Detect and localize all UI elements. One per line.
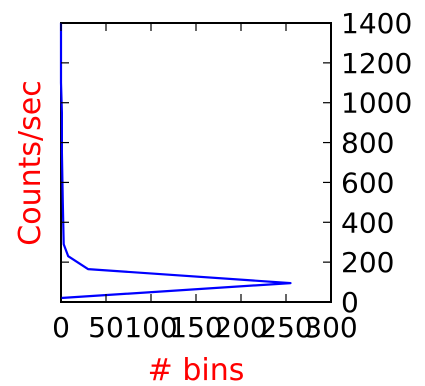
y-axis-ticks: 0 200 400 600 800 1000 1200 1400 [61,7,412,319]
y-tick-label: 200 [341,246,394,279]
y-tick-label: 1200 [341,47,412,80]
x-tick-label: 100 [124,311,177,344]
series-layer [59,23,292,300]
y-tick-label: 400 [341,206,394,239]
y-tick-label: 800 [341,127,394,160]
plot-frame [60,22,332,303]
x-tick-label: 300 [304,311,357,344]
y-axis-title: Counts/sec [13,80,48,245]
x-tick-label: 0 [52,311,70,344]
x-tick-label: 50 [88,311,124,344]
y-tick-label: 1400 [341,7,412,40]
plot-area [60,22,332,303]
x-axis-title: # bins [148,353,245,386]
y-tick-label: 600 [341,166,394,199]
x-tick-label: 150 [169,311,222,344]
x-tick-label: 250 [259,311,312,344]
x-tick-label: 200 [214,311,267,344]
y-tick-label: 0 [341,286,359,319]
series-line [59,23,292,300]
y-tick-label: 1000 [341,87,412,120]
